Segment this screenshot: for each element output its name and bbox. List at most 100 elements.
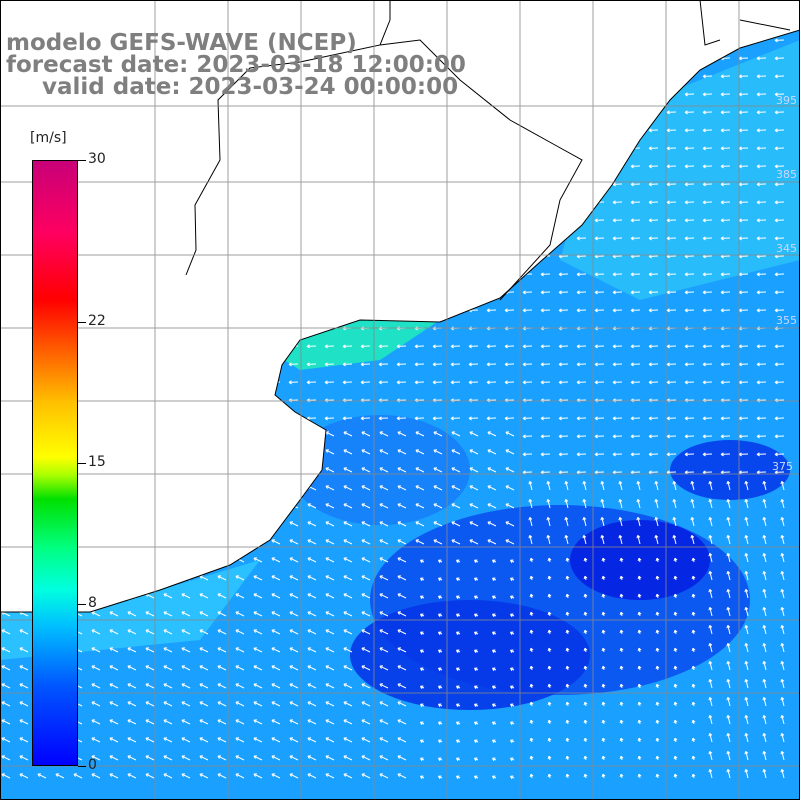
- wind-arrow: [361, 701, 371, 707]
- wind-arrow: [289, 755, 299, 761]
- wind-arrow: [217, 701, 227, 707]
- wind-arrow: [576, 290, 587, 295]
- wind-arrow: [637, 647, 642, 653]
- wind-arrow: [702, 74, 713, 79]
- wind-arrow: [540, 290, 551, 295]
- wind-arrow: [253, 557, 263, 563]
- wind-arrow: [235, 773, 245, 779]
- wind-arrow: [343, 503, 353, 509]
- wind-arrow: [576, 272, 587, 277]
- wind-arrow: [145, 665, 155, 671]
- wind-arrow: [583, 647, 588, 653]
- wind-arrow: [181, 611, 191, 617]
- wind-arrow: [396, 362, 407, 367]
- wind-arrow: [379, 503, 389, 509]
- wind-arrow: [547, 647, 552, 653]
- wind-arrow: [487, 539, 497, 545]
- wind-arrow: [756, 200, 767, 205]
- wind-arrow: [583, 665, 588, 671]
- wind-arrow: [684, 164, 695, 169]
- wind-arrow: [415, 485, 425, 491]
- wind-arrow: [582, 498, 587, 509]
- wind-arrow: [509, 613, 515, 618]
- wind-arrow: [19, 719, 29, 725]
- wind-arrow: [720, 164, 731, 169]
- wind-arrow: [361, 467, 371, 473]
- wind-arrow: [343, 701, 353, 707]
- wind-arrow: [397, 485, 407, 491]
- wind-arrow: [378, 362, 389, 367]
- wind-arrow: [163, 755, 173, 761]
- wind-arrow: [432, 380, 443, 385]
- wind-arrow: [361, 755, 371, 761]
- wind-arrow: [360, 344, 371, 349]
- wind-arrow: [433, 485, 443, 491]
- wind-arrow: [397, 611, 407, 617]
- wind-arrow: [437, 721, 443, 726]
- wind-arrow: [774, 74, 785, 79]
- wind-arrow: [673, 665, 678, 671]
- wind-arrow: [491, 703, 497, 708]
- wind-arrow: [469, 521, 479, 527]
- wind-arrow: [583, 773, 588, 779]
- wind-arrow: [145, 611, 155, 617]
- wind-arrow: [509, 595, 515, 600]
- wind-arrow: [756, 236, 767, 241]
- wind-arrow: [780, 606, 785, 617]
- wind-arrow: [361, 557, 371, 563]
- wind-arrow: [702, 434, 713, 439]
- wind-arrow: [473, 613, 479, 618]
- wind-arrow: [491, 721, 497, 726]
- wind-arrow: [666, 308, 677, 313]
- wind-arrow: [583, 575, 588, 581]
- wind-arrow: [529, 593, 534, 599]
- wind-arrow: [361, 719, 371, 725]
- wind-arrow: [379, 647, 389, 653]
- wind-arrow: [565, 629, 570, 635]
- wind-arrow: [690, 480, 695, 491]
- wind-arrow: [726, 624, 731, 635]
- wind-arrow: [600, 534, 605, 545]
- wind-arrow: [582, 480, 587, 491]
- wind-arrow: [637, 773, 642, 779]
- wind-arrow: [672, 480, 677, 491]
- wind-arrow: [583, 611, 588, 617]
- wind-arrow: [594, 290, 605, 295]
- contour-labels: 395 385 345 355 375: [772, 94, 797, 473]
- wind-arrow: [325, 611, 335, 617]
- wind-arrow: [397, 737, 407, 743]
- wind-arrow: [491, 649, 497, 654]
- wind-arrow: [720, 74, 731, 79]
- wind-arrow: [419, 685, 425, 690]
- wind-arrow: [582, 534, 587, 545]
- wind-arrow: [630, 290, 641, 295]
- wind-arrow: [666, 146, 677, 151]
- wind-arrow: [672, 516, 677, 527]
- wind-arrow: [612, 182, 623, 187]
- wind-arrow: [708, 516, 713, 527]
- wind-arrow: [576, 344, 587, 349]
- wind-arrow: [684, 218, 695, 223]
- wind-arrow: [564, 534, 569, 545]
- wind-arrow: [379, 575, 389, 581]
- wind-arrow: [379, 593, 389, 599]
- wind-arrow: [648, 218, 659, 223]
- valid-date: valid date: 2023-03-24 00:00:00: [42, 74, 459, 100]
- wind-arrow: [325, 539, 335, 545]
- wind-arrow: [37, 773, 47, 779]
- wind-arrow: [415, 431, 425, 437]
- wind-arrow: [473, 631, 479, 636]
- wind-arrow: [397, 593, 407, 599]
- wind-arrow: [618, 516, 623, 527]
- wind-arrow: [415, 539, 425, 545]
- wind-arrow: [343, 683, 353, 689]
- wind-arrow: [487, 485, 497, 491]
- wind-arrow: [762, 750, 767, 761]
- wind-arrow: [648, 182, 659, 187]
- wind-arrow: [324, 380, 335, 385]
- wind-arrow: [307, 773, 317, 779]
- wind-arrow: [451, 431, 461, 437]
- wind-arrow: [594, 380, 605, 385]
- wind-arrow: [307, 737, 317, 743]
- wind-arrow: [774, 128, 785, 133]
